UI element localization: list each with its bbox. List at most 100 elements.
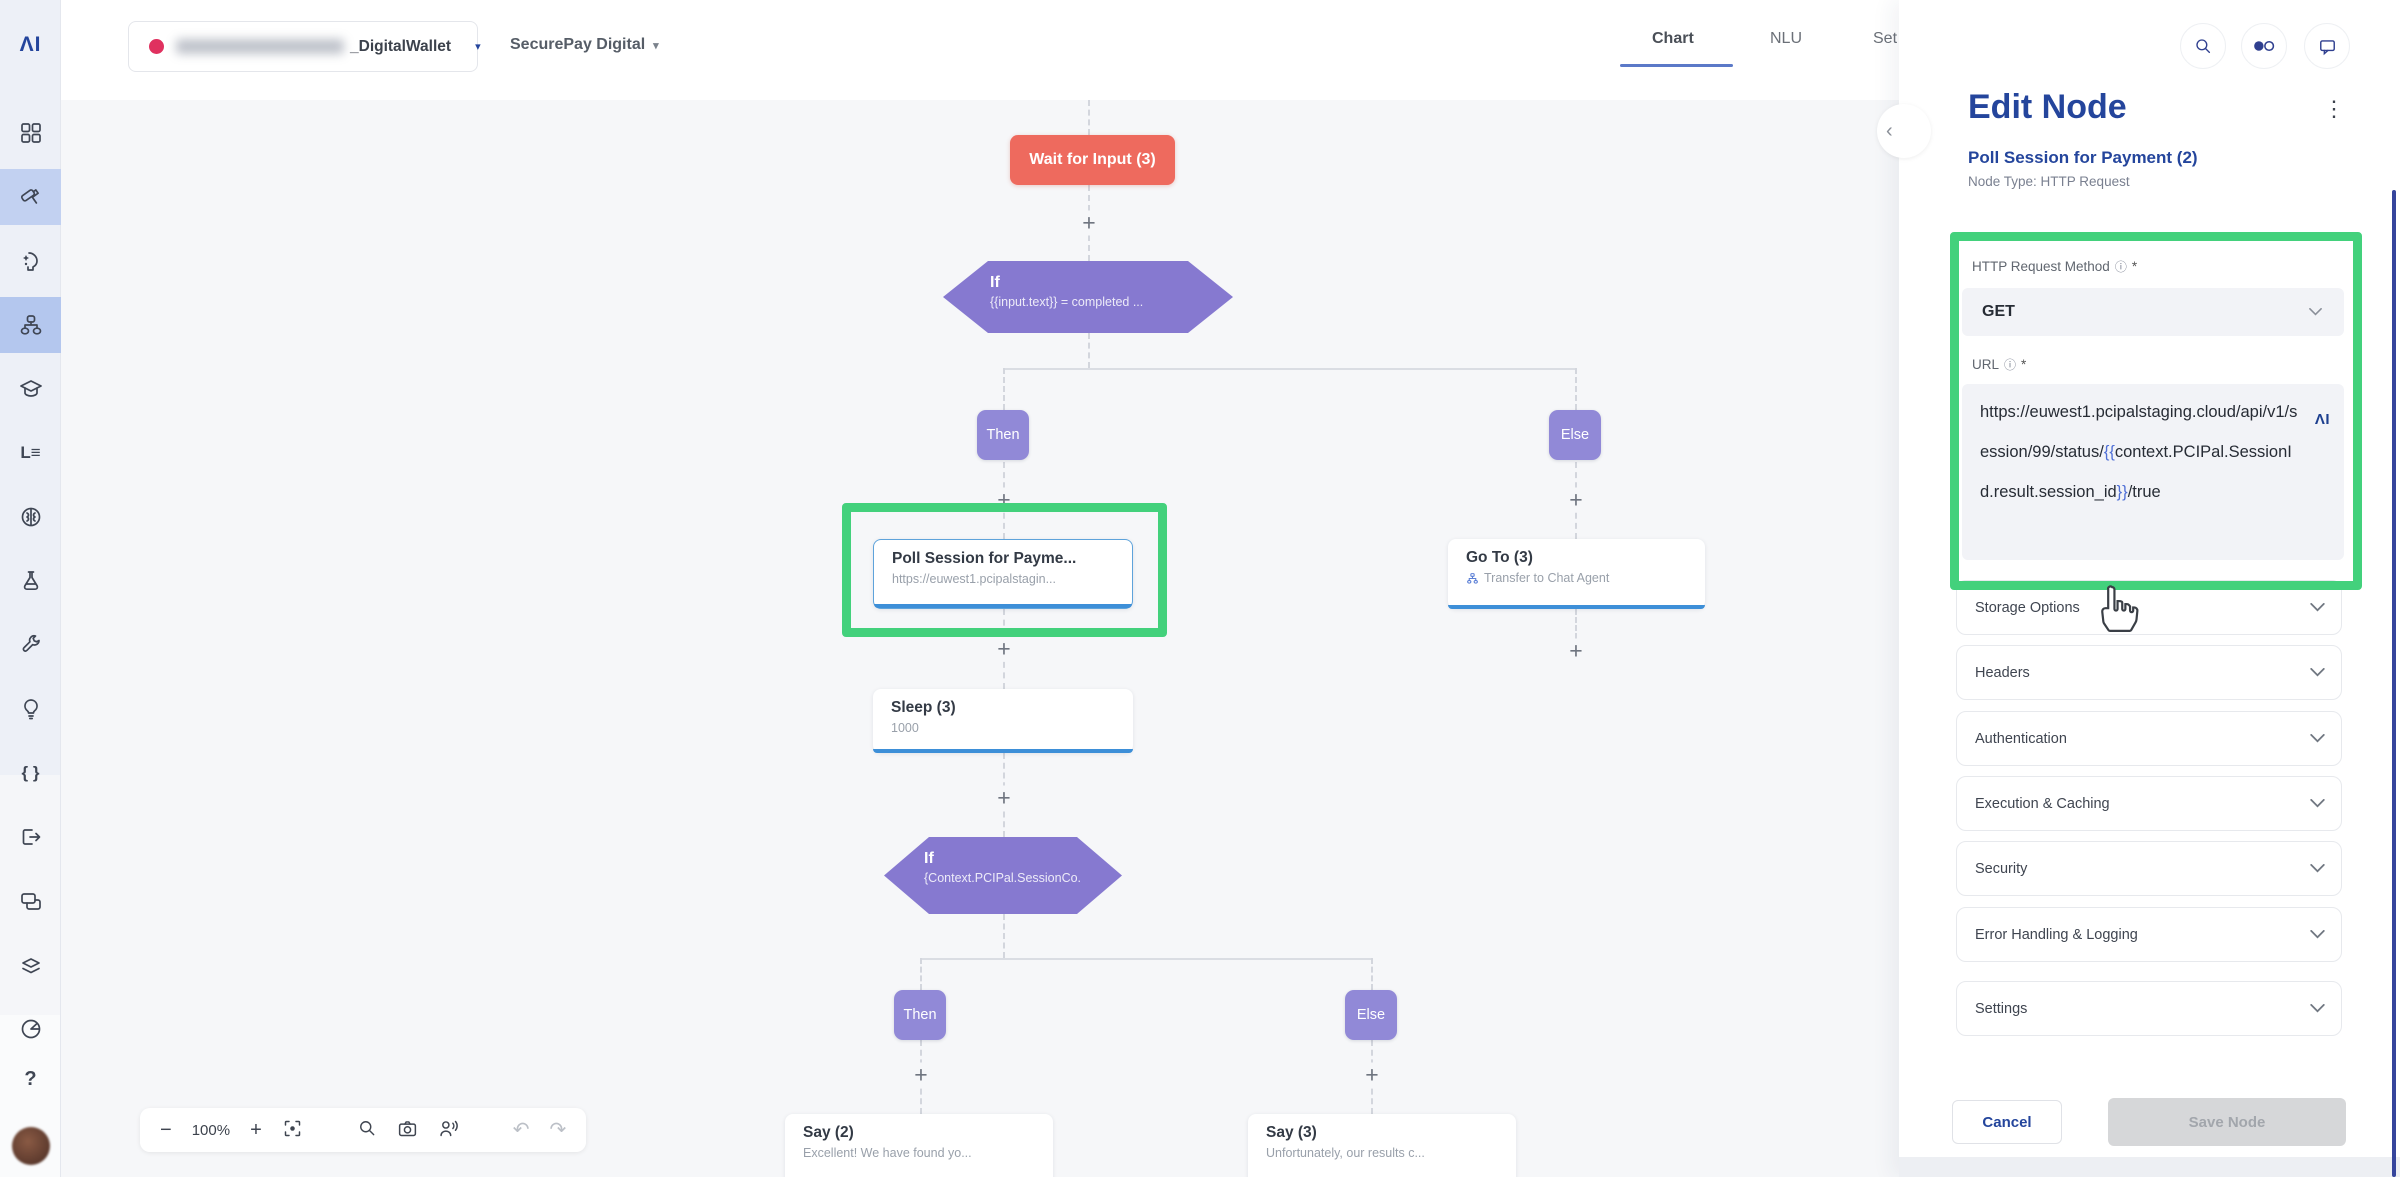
- add-node-button[interactable]: +: [1566, 487, 1586, 513]
- node-wait-for-input[interactable]: Wait for Input (3): [1010, 135, 1175, 185]
- add-node-button[interactable]: +: [1362, 1062, 1382, 1088]
- wrench-icon: [22, 634, 40, 652]
- sidebar-item-training[interactable]: [0, 367, 61, 411]
- node-accent-bar: [1448, 605, 1705, 609]
- panel-footer-strip: [1899, 1157, 2400, 1177]
- fit-view-button[interactable]: [282, 1118, 303, 1143]
- add-node-button[interactable]: +: [911, 1062, 931, 1088]
- section-headers[interactable]: Headers: [1956, 645, 2342, 700]
- snapshot-button[interactable]: [397, 1118, 418, 1143]
- export-icon: [22, 829, 40, 845]
- connector: [1088, 333, 1090, 368]
- required-asterisk: *: [2021, 357, 2027, 372]
- speaking-person-icon: [440, 1120, 458, 1136]
- search-icon: [359, 1121, 375, 1136]
- voice-preview-button[interactable]: [438, 1118, 459, 1143]
- section-storage-options[interactable]: Storage Options: [1956, 580, 2342, 635]
- branch-then-2[interactable]: Then: [894, 990, 946, 1040]
- sidebar-item-versions[interactable]: [0, 943, 61, 987]
- user-avatar[interactable]: [0, 1124, 61, 1168]
- sidebar-item-conversations[interactable]: [0, 879, 61, 923]
- add-node-button[interactable]: +: [994, 487, 1014, 513]
- section-security[interactable]: Security: [1956, 841, 2342, 896]
- sidebar-item-dialog-flow[interactable]: [0, 303, 61, 347]
- tab-chart[interactable]: Chart: [1652, 30, 1694, 47]
- node-sleep[interactable]: Sleep (3) 1000: [873, 689, 1133, 753]
- bot-selector[interactable]: _DigitalWallet ▾: [128, 21, 481, 72]
- panel-comments-button[interactable]: [2304, 23, 2350, 69]
- add-node-button[interactable]: +: [1566, 638, 1586, 664]
- node-type: Node Type: HTTP Request: [1968, 174, 2130, 189]
- section-authentication[interactable]: Authentication: [1956, 711, 2342, 766]
- sidebar-item-testing[interactable]: [0, 559, 61, 603]
- connector: [1003, 914, 1005, 958]
- add-node-button[interactable]: +: [994, 636, 1014, 662]
- section-execution-caching[interactable]: Execution & Caching: [1956, 776, 2342, 831]
- sidebar-item-tools[interactable]: [0, 623, 61, 667]
- panel-search-button[interactable]: [2180, 23, 2226, 69]
- flow-canvas[interactable]: Wait for Input (3) + If {{input.text}} =…: [61, 100, 1899, 1177]
- method-select[interactable]: GET: [1962, 288, 2344, 336]
- branch-connector: [920, 958, 1371, 960]
- sidebar-item-design[interactable]: [0, 175, 61, 219]
- node-if-1[interactable]: If {{input.text}} = completed ...: [943, 261, 1233, 333]
- method-value: GET: [1982, 303, 2015, 320]
- code-braces-icon: { }: [21, 763, 40, 782]
- toggle-icon: [2254, 40, 2275, 52]
- redo-button[interactable]: ↷: [549, 1119, 567, 1141]
- canvas-search-button[interactable]: [357, 1118, 377, 1142]
- node-say-3[interactable]: Say (3) Unfortunately, our results c...: [1248, 1114, 1516, 1177]
- zoom-level: 100%: [191, 1121, 231, 1139]
- branch-else-2[interactable]: Else: [1345, 990, 1397, 1040]
- chevron-down-icon: [2310, 603, 2325, 612]
- connector: [1088, 100, 1090, 135]
- chevron-down-icon[interactable]: ▾: [475, 41, 481, 53]
- section-settings[interactable]: Settings: [1956, 981, 2342, 1036]
- node-say-2[interactable]: Say (2) Excellent! We have found yo...: [785, 1114, 1053, 1177]
- paint-roller-icon: [20, 189, 39, 204]
- node-poll-session[interactable]: Poll Session for Payme... https://euwest…: [873, 539, 1133, 609]
- info-icon[interactable]: ⓘ: [2004, 358, 2017, 372]
- node-if-2[interactable]: If {Context.PCIPal.SessionCo...: [884, 837, 1122, 914]
- sidebar-item-ai-automation[interactable]: [0, 239, 61, 283]
- sidebar-item-language[interactable]: L≡: [0, 431, 61, 475]
- url-input[interactable]: https://euwest1.pcipalstaging.cloud/api/…: [1962, 384, 2344, 560]
- sidebar-item-scripts[interactable]: { }: [0, 751, 61, 795]
- info-icon[interactable]: ⓘ: [2114, 260, 2127, 274]
- avatar: [11, 1127, 50, 1165]
- branch-else-1[interactable]: Else: [1549, 410, 1601, 460]
- bot-name-redacted: [176, 39, 344, 54]
- language-list-icon: L≡: [20, 443, 41, 462]
- section-error-handling-logging[interactable]: Error Handling & Logging: [1956, 907, 2342, 962]
- app-logo: ΛI: [19, 33, 42, 56]
- sidebar-item-analytics[interactable]: [0, 1007, 61, 1051]
- workspace-name: SecurePay Digital: [510, 36, 646, 53]
- workspace-selector[interactable]: SecurePay Digital ▾: [510, 36, 659, 54]
- flow-orgchart-icon: [20, 315, 41, 335]
- sidebar-item-deploy[interactable]: [0, 815, 61, 859]
- search-icon: [2196, 39, 2211, 54]
- undo-button[interactable]: ↶: [512, 1119, 530, 1141]
- node-go-to[interactable]: Go To (3) Transfer to Chat Agent: [1448, 539, 1705, 609]
- canvas-toolbar: − 100% + ↶ ↷: [140, 1108, 587, 1152]
- cancel-button[interactable]: Cancel: [1952, 1100, 2062, 1144]
- sidebar-item-nlu-brain[interactable]: [0, 495, 61, 539]
- sidebar-item-help[interactable]: ?: [0, 1057, 61, 1101]
- panel-toggle-view-button[interactable]: [2241, 23, 2287, 69]
- zoom-out-button[interactable]: −: [160, 1119, 172, 1141]
- save-node-button[interactable]: Save Node: [2108, 1098, 2346, 1146]
- sidebar-item-insights[interactable]: [0, 687, 61, 731]
- sidebar-item-dashboard[interactable]: [0, 111, 61, 155]
- tab-settings[interactable]: Set: [1873, 30, 1898, 47]
- add-node-button[interactable]: +: [994, 785, 1014, 811]
- panel-collapse-handle[interactable]: ‹: [1877, 104, 1931, 158]
- panel-scrollbar[interactable]: [2392, 190, 2396, 1177]
- camera-icon: [398, 1120, 416, 1136]
- kebab-menu-icon[interactable]: ⋮: [2323, 96, 2345, 121]
- lightbulb-icon: [23, 699, 38, 720]
- tab-nlu[interactable]: NLU: [1770, 30, 1803, 47]
- zoom-in-button[interactable]: +: [250, 1119, 262, 1141]
- ai-assist-badge[interactable]: ΛI: [2314, 411, 2330, 428]
- add-node-button[interactable]: +: [1079, 210, 1099, 236]
- branch-then-1[interactable]: Then: [977, 410, 1029, 460]
